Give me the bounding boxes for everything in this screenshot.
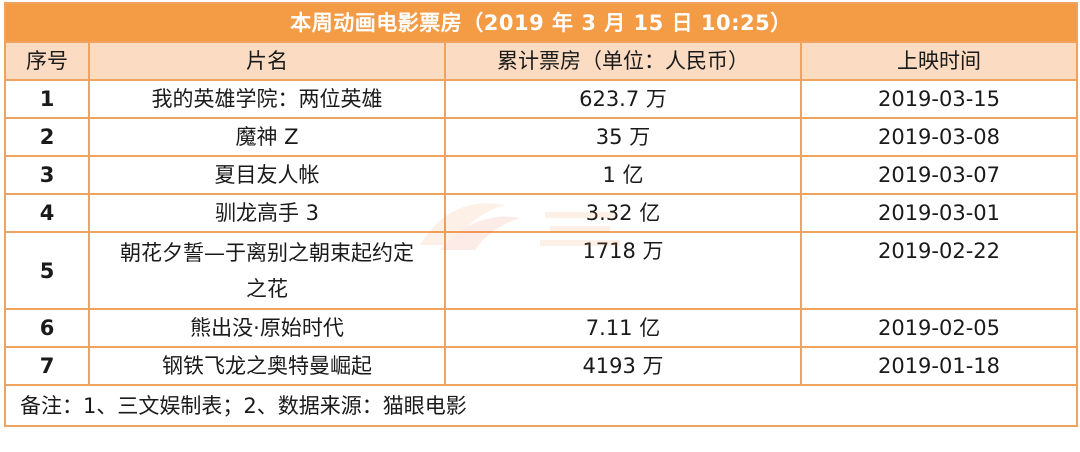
header-release-date: 上映时间 bbox=[800, 41, 1078, 81]
table-title: 本周动画电影票房（2019 年 3 月 15 日 10:25） bbox=[4, 2, 1078, 43]
release-date-cell: 2019-01-18 bbox=[800, 346, 1078, 386]
table-row: 2 魔神 Z 35 万 2019-03-08 bbox=[4, 117, 1078, 157]
rank-cell: 5 bbox=[4, 231, 90, 310]
release-date-cell: 2019-02-05 bbox=[800, 308, 1078, 348]
rank-cell: 4 bbox=[4, 193, 90, 233]
box-office-cell: 623.7 万 bbox=[444, 79, 802, 119]
film-name-cell: 魔神 Z bbox=[88, 117, 446, 157]
table-row: 5 朝花夕誓—于离别之朝束起约定之花 1718 万 2019-02-22 bbox=[4, 231, 1078, 310]
release-date-cell: 2019-03-01 bbox=[800, 193, 1078, 233]
table-title-row: 本周动画电影票房（2019 年 3 月 15 日 10:25） bbox=[4, 2, 1078, 43]
table-header-row: 序号 片名 累计票房（单位：人民币） 上映时间 bbox=[4, 41, 1078, 81]
table-note-row: 备注：1、三文娱制表；2、数据来源：猫眼电影 bbox=[4, 384, 1078, 427]
release-date-cell: 2019-03-15 bbox=[800, 79, 1078, 119]
box-office-cell: 3.32 亿 bbox=[444, 193, 802, 233]
film-name-cell: 我的英雄学院：两位英雄 bbox=[88, 79, 446, 119]
film-name-cell: 朝花夕誓—于离别之朝束起约定之花 bbox=[88, 231, 446, 310]
table-row: 4 驯龙高手 3 3.32 亿 2019-03-01 bbox=[4, 193, 1078, 233]
box-office-table: 本周动画电影票房（2019 年 3 月 15 日 10:25） 序号 片名 累计… bbox=[4, 2, 1078, 427]
box-office-cell: 4193 万 bbox=[444, 346, 802, 386]
table-note: 备注：1、三文娱制表；2、数据来源：猫眼电影 bbox=[4, 384, 1078, 427]
release-date-cell: 2019-02-22 bbox=[800, 231, 1078, 310]
rank-cell: 3 bbox=[4, 155, 90, 195]
header-box-office: 累计票房（单位：人民币） bbox=[444, 41, 802, 81]
film-name-cell: 熊出没·原始时代 bbox=[88, 308, 446, 348]
table-row: 3 夏目友人帐 1 亿 2019-03-07 bbox=[4, 155, 1078, 195]
header-rank: 序号 bbox=[4, 41, 90, 81]
rank-cell: 1 bbox=[4, 79, 90, 119]
rank-cell: 2 bbox=[4, 117, 90, 157]
film-name-cell: 夏目友人帐 bbox=[88, 155, 446, 195]
table-row: 7 钢铁飞龙之奥特曼崛起 4193 万 2019-01-18 bbox=[4, 346, 1078, 386]
table-row: 6 熊出没·原始时代 7.11 亿 2019-02-05 bbox=[4, 308, 1078, 348]
box-office-cell: 7.11 亿 bbox=[444, 308, 802, 348]
rank-cell: 7 bbox=[4, 346, 90, 386]
rank-cell: 6 bbox=[4, 308, 90, 348]
film-name-cell: 驯龙高手 3 bbox=[88, 193, 446, 233]
release-date-cell: 2019-03-08 bbox=[800, 117, 1078, 157]
box-office-cell: 1718 万 bbox=[444, 231, 802, 310]
box-office-cell: 1 亿 bbox=[444, 155, 802, 195]
header-film-name: 片名 bbox=[88, 41, 446, 81]
film-name-cell: 钢铁飞龙之奥特曼崛起 bbox=[88, 346, 446, 386]
table-row: 1 我的英雄学院：两位英雄 623.7 万 2019-03-15 bbox=[4, 79, 1078, 119]
box-office-cell: 35 万 bbox=[444, 117, 802, 157]
release-date-cell: 2019-03-07 bbox=[800, 155, 1078, 195]
